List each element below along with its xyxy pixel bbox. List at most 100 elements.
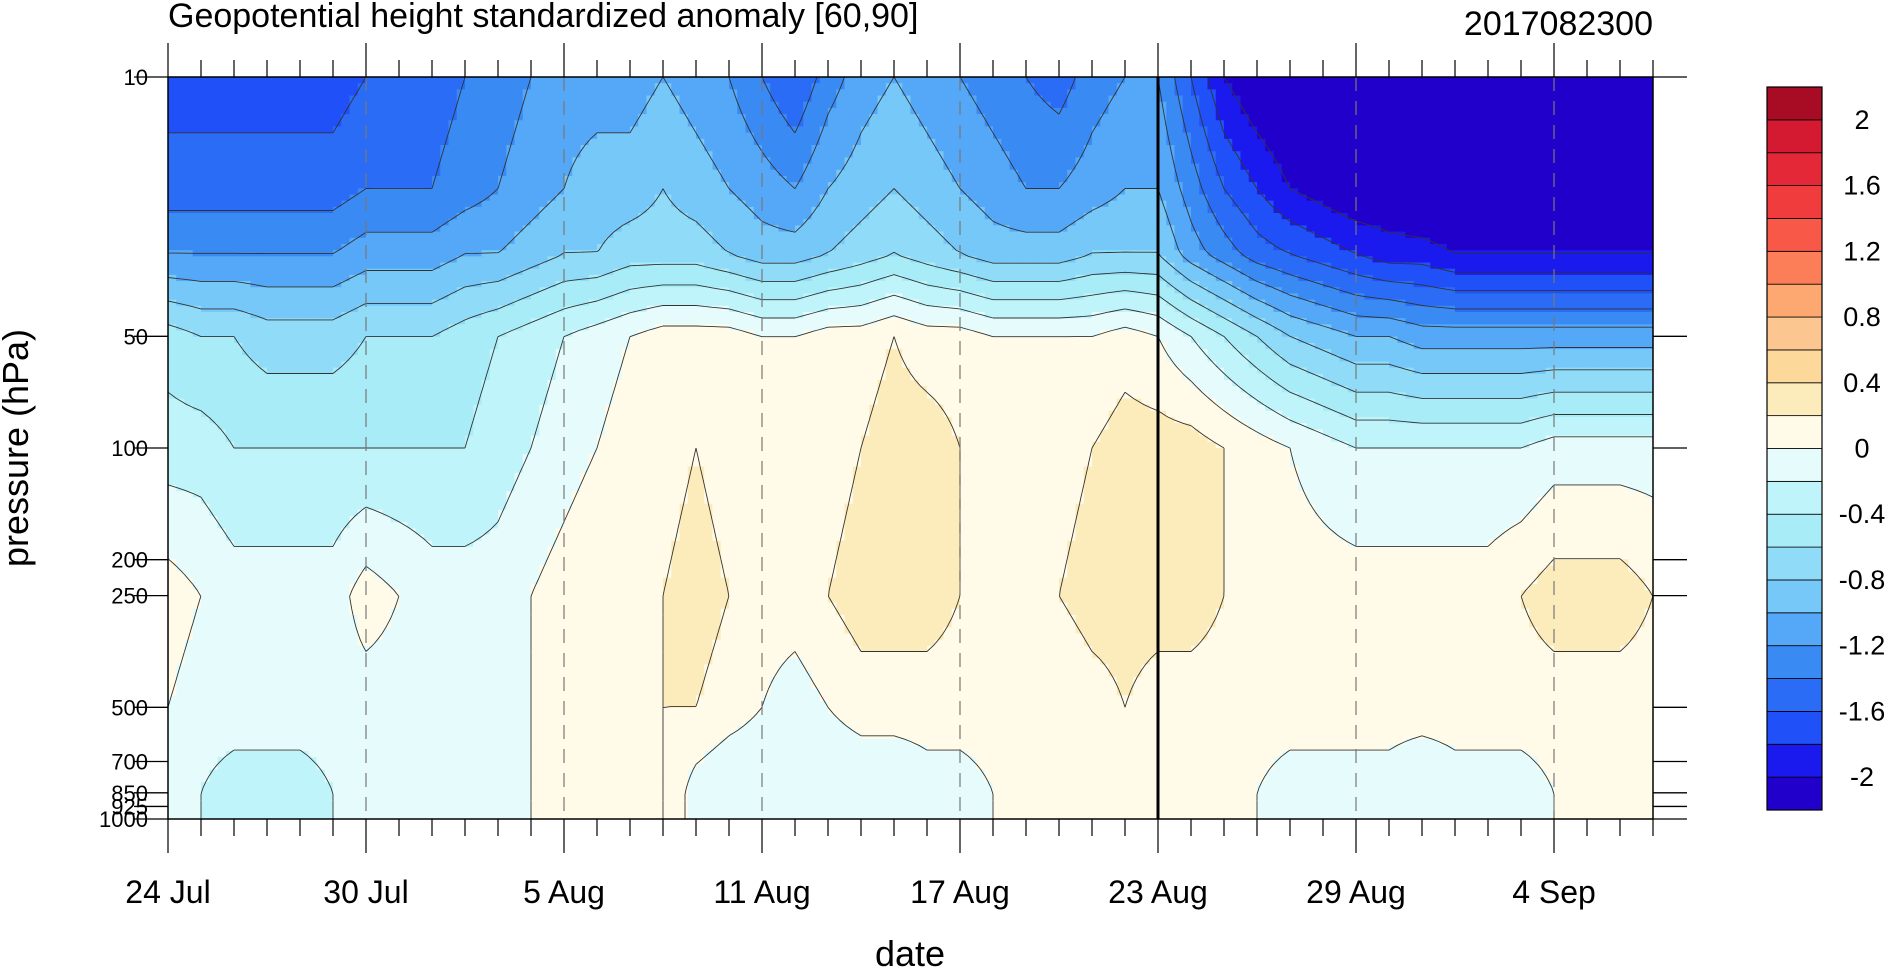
field-cell	[415, 188, 425, 196]
field-cell	[1314, 83, 1324, 90]
field-cell	[1083, 175, 1093, 183]
field-cell	[630, 151, 639, 158]
field-cell	[1479, 163, 1489, 171]
field-cell	[1182, 200, 1192, 208]
field-cell	[795, 126, 804, 134]
field-cell	[415, 219, 425, 226]
field-cell	[283, 145, 293, 152]
field-cell	[1512, 132, 1522, 140]
field-cell	[852, 206, 862, 214]
field-cell	[1265, 163, 1275, 171]
field-cell	[720, 163, 730, 171]
field-cell	[1240, 157, 1250, 165]
field-cell	[1628, 89, 1638, 97]
field-cell	[1339, 200, 1349, 208]
field-cell	[1628, 126, 1638, 134]
field-cell	[267, 194, 276, 202]
field-cell	[1075, 89, 1085, 97]
field-cell	[1199, 120, 1209, 128]
field-cell	[1273, 145, 1283, 152]
field-cell	[1636, 95, 1646, 103]
field-cell	[531, 89, 540, 97]
field-cell	[1364, 219, 1374, 226]
field-cell	[456, 231, 466, 239]
field-cell	[1578, 107, 1588, 115]
field-cell	[1413, 175, 1423, 183]
field-cell	[456, 175, 466, 183]
field-cell	[1075, 182, 1085, 189]
field-cell	[267, 231, 276, 239]
field-cell	[1331, 120, 1341, 128]
field-cell	[753, 206, 763, 214]
field-cell	[753, 194, 763, 202]
field-cell	[902, 194, 912, 202]
field-cell	[1050, 200, 1060, 208]
field-cell	[1001, 188, 1011, 196]
field-cell	[275, 101, 285, 109]
field-cell	[1281, 151, 1291, 158]
field-cell	[1455, 145, 1464, 152]
field-cell	[1149, 206, 1159, 214]
field-cell	[1504, 83, 1514, 90]
field-cell	[1026, 219, 1035, 226]
field-cell	[1092, 95, 1101, 103]
field-cell	[910, 237, 920, 245]
field-cell	[927, 163, 936, 171]
field-cell	[1125, 114, 1134, 121]
field-cell	[654, 145, 664, 152]
field-cell	[1314, 163, 1324, 171]
field-cell	[333, 200, 342, 208]
field-cell	[1125, 107, 1134, 115]
field-cell	[1620, 175, 1629, 183]
field-cell	[951, 175, 961, 183]
field-cell	[473, 126, 483, 134]
field-cell	[1232, 175, 1242, 183]
field-cell	[1636, 157, 1646, 165]
field-cell	[762, 213, 771, 220]
field-cell	[696, 206, 705, 214]
field-cell	[1380, 157, 1390, 165]
field-cell	[737, 243, 747, 251]
field-cell	[1298, 83, 1308, 90]
field-cell	[1389, 206, 1398, 214]
field-cell	[308, 114, 318, 121]
field-cell	[1001, 126, 1011, 134]
field-cell	[852, 213, 862, 220]
field-cell	[275, 225, 285, 233]
field-cell	[1133, 83, 1143, 90]
field-cell	[349, 151, 359, 158]
field-cell	[729, 95, 738, 103]
field-cell	[1603, 213, 1613, 220]
field-cell	[168, 231, 177, 239]
field-cell	[382, 83, 392, 90]
field-cell	[1323, 194, 1332, 202]
field-cell	[819, 243, 829, 251]
field-cell	[1554, 151, 1563, 158]
field-cell	[729, 182, 738, 189]
field-cell	[555, 225, 565, 233]
field-cell	[605, 219, 615, 226]
field-cell	[366, 182, 375, 189]
field-cell	[1587, 89, 1596, 97]
field-cell	[564, 120, 573, 128]
field-cell	[423, 194, 433, 202]
field-cell	[1182, 83, 1192, 90]
field-cell	[1422, 77, 1431, 84]
field-cell	[357, 114, 367, 121]
field-cell	[613, 120, 623, 128]
field-cell	[654, 243, 664, 251]
field-cell	[1174, 206, 1184, 214]
field-cell	[456, 138, 466, 146]
field-cell	[753, 182, 763, 189]
field-cell	[654, 169, 664, 177]
field-cell	[613, 107, 623, 115]
field-cell	[333, 151, 342, 158]
field-cell	[976, 151, 986, 158]
field-cell	[1158, 151, 1167, 158]
field-cell	[440, 157, 450, 165]
field-cell	[1537, 107, 1547, 115]
field-cell	[696, 145, 705, 152]
field-cell	[1397, 145, 1407, 152]
field-cell	[1611, 231, 1621, 239]
field-cell	[440, 120, 450, 128]
